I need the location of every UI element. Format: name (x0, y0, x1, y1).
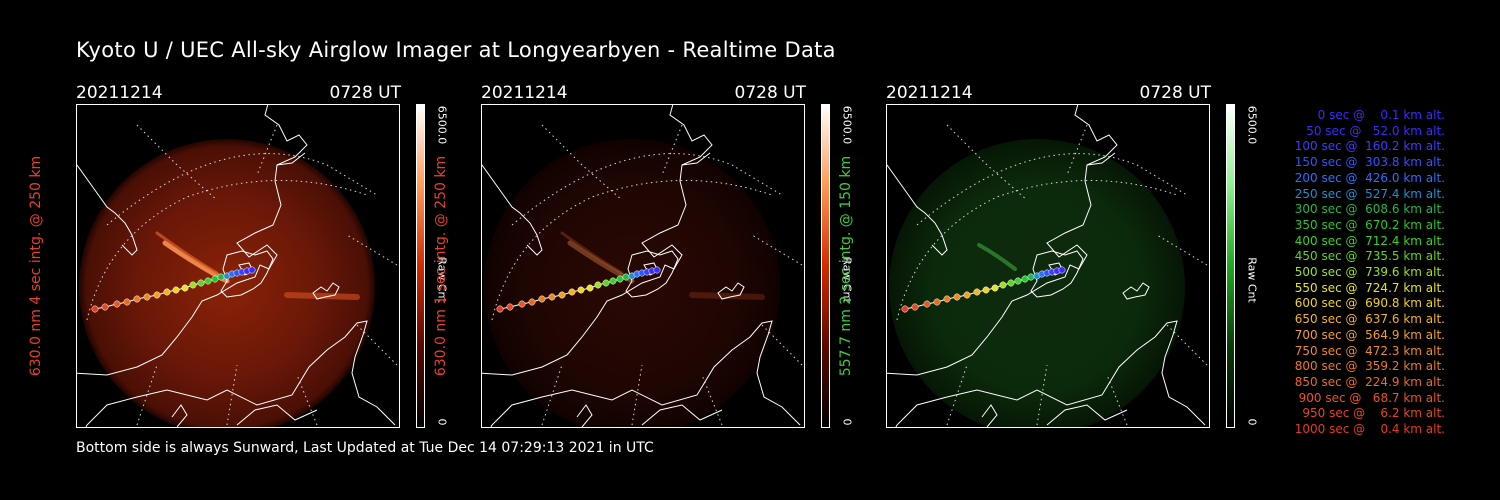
legend-row: 400 sec @ 712.4 km alt. (1290, 233, 1445, 248)
trajectory-point (923, 300, 931, 308)
trajectory-point (153, 291, 161, 299)
legend-row: 500 sec @ 739.6 km alt. (1290, 265, 1445, 280)
trajectory-point (172, 286, 180, 294)
sky-disk (484, 139, 780, 427)
trajectory-legend: 0 sec @ 0.1 km alt. 50 sec @ 52.0 km alt… (1255, 108, 1445, 438)
trajectory-point (189, 281, 197, 289)
trajectory-point (211, 275, 219, 283)
legend-row: 450 sec @ 735.5 km alt. (1290, 249, 1445, 264)
legend-row: 150 sec @ 303.8 km alt. (1290, 155, 1445, 170)
trajectory-point (496, 305, 504, 313)
trajectory-point (538, 295, 546, 303)
trajectory-point (101, 303, 109, 311)
colorbar (1226, 104, 1235, 428)
allsky-image[interactable] (481, 104, 805, 428)
trajectory-point (1058, 266, 1066, 274)
panel-date: 20211214 (886, 83, 973, 103)
trajectory-point (548, 293, 556, 301)
trajectory-point (622, 273, 630, 281)
allsky-image[interactable] (886, 104, 1210, 428)
legend-row: 0 sec @ 0.1 km alt. (1306, 108, 1445, 122)
panel-date: 20211214 (481, 83, 568, 103)
trajectory-point (518, 300, 526, 308)
trajectory-point (558, 291, 566, 299)
trajectory-point (217, 273, 225, 281)
trajectory-point (933, 298, 941, 306)
legend-row: 650 sec @ 637.6 km alt. (1290, 312, 1445, 327)
trajectory-point (953, 293, 961, 301)
trajectory-point (943, 295, 951, 303)
page-title: Kyoto U / UEC All-sky Airglow Imager at … (76, 38, 836, 62)
legend-row: 600 sec @ 690.8 km alt. (1290, 296, 1445, 311)
legend-row: 800 sec @ 359.2 km alt. (1290, 359, 1445, 374)
legend-row: 750 sec @ 472.3 km alt. (1290, 343, 1445, 358)
trajectory-point (133, 295, 141, 303)
trajectory-point (963, 291, 971, 299)
legend-row: 700 sec @ 564.9 km alt. (1290, 327, 1445, 342)
footer-note: Bottom side is always Sunward, Last Upda… (76, 440, 654, 456)
trajectory-point (616, 275, 624, 283)
trajectory-point (163, 288, 171, 296)
trajectory-point (568, 288, 576, 296)
panel-date: 20211214 (76, 83, 163, 103)
sky-disk (889, 139, 1185, 427)
trajectory-point (973, 288, 981, 296)
panel-time: 0728 UT (1139, 83, 1212, 103)
trajectory-point (1007, 279, 1015, 287)
legend-row: 950 sec @ 6.2 km alt. (1298, 406, 1445, 421)
trajectory-point (577, 286, 585, 294)
trajectory-point (91, 305, 99, 313)
trajectory-point (1021, 275, 1029, 283)
trajectory-point (248, 266, 256, 274)
colorbar (416, 104, 425, 428)
trajectory-point (982, 286, 990, 294)
trajectory-point (594, 281, 602, 289)
legend-row: 200 sec @ 426.0 km alt. (1290, 170, 1445, 185)
panel-630nm-4sec: 20211214 0728 UT 630.0 nm 4 sec intg. @ … (28, 80, 449, 430)
allsky-image[interactable] (76, 104, 400, 428)
trajectory-point (586, 284, 594, 292)
trajectory-point (143, 293, 151, 301)
trajectory-point (991, 284, 999, 292)
trajectory-point (653, 266, 661, 274)
trajectory-point (999, 281, 1007, 289)
trajectory-point (181, 284, 189, 292)
panel-time: 0728 UT (329, 83, 402, 103)
trajectory-point (123, 298, 131, 306)
legend-row: 100 sec @ 160.2 km alt. (1290, 139, 1445, 154)
colorbar (821, 104, 830, 428)
legend-row: 300 sec @ 608.6 km alt. (1290, 202, 1445, 217)
panel-630nm-1sec: 20211214 0728 UT 630.0 nm 1 sec intg. @ … (433, 80, 854, 430)
trajectory-point (1014, 277, 1022, 285)
legend-row: 250 sec @ 527.4 km alt. (1290, 186, 1445, 201)
legend-row: 1000 sec @ 0.4 km alt. (1294, 422, 1445, 437)
panel-557nm-2sec: 20211214 0728 UT 557.7 nm 2 sec intg. @ … (838, 80, 1259, 430)
legend-row: 850 sec @ 224.9 km alt. (1290, 374, 1445, 389)
trajectory-point (113, 300, 121, 308)
trajectory-point (602, 279, 610, 287)
legend-row: 350 sec @ 670.2 km alt. (1290, 217, 1445, 232)
trajectory-point (506, 303, 514, 311)
trajectory-point (528, 298, 536, 306)
trajectory-point (197, 279, 205, 287)
legend-row: 900 sec @ 68.7 km alt. (1294, 390, 1445, 405)
trajectory-point (609, 277, 617, 285)
legend-row: 50 sec @ 52.0 km alt. (1298, 123, 1445, 138)
trajectory-point (1027, 273, 1035, 281)
trajectory-point (204, 277, 212, 285)
trajectory-point (911, 303, 919, 311)
panel-time: 0728 UT (734, 83, 807, 103)
legend-row: 550 sec @ 724.7 km alt. (1290, 280, 1445, 295)
trajectory-point (901, 305, 909, 313)
